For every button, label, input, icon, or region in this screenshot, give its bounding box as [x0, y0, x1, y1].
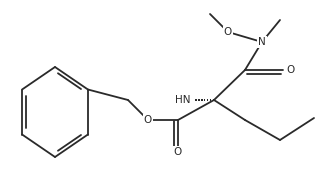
Text: O: O [224, 27, 232, 37]
Text: O: O [144, 115, 152, 125]
Text: O: O [174, 147, 182, 157]
Text: N: N [258, 37, 266, 47]
Text: O: O [286, 65, 294, 75]
Text: HN: HN [175, 95, 191, 105]
